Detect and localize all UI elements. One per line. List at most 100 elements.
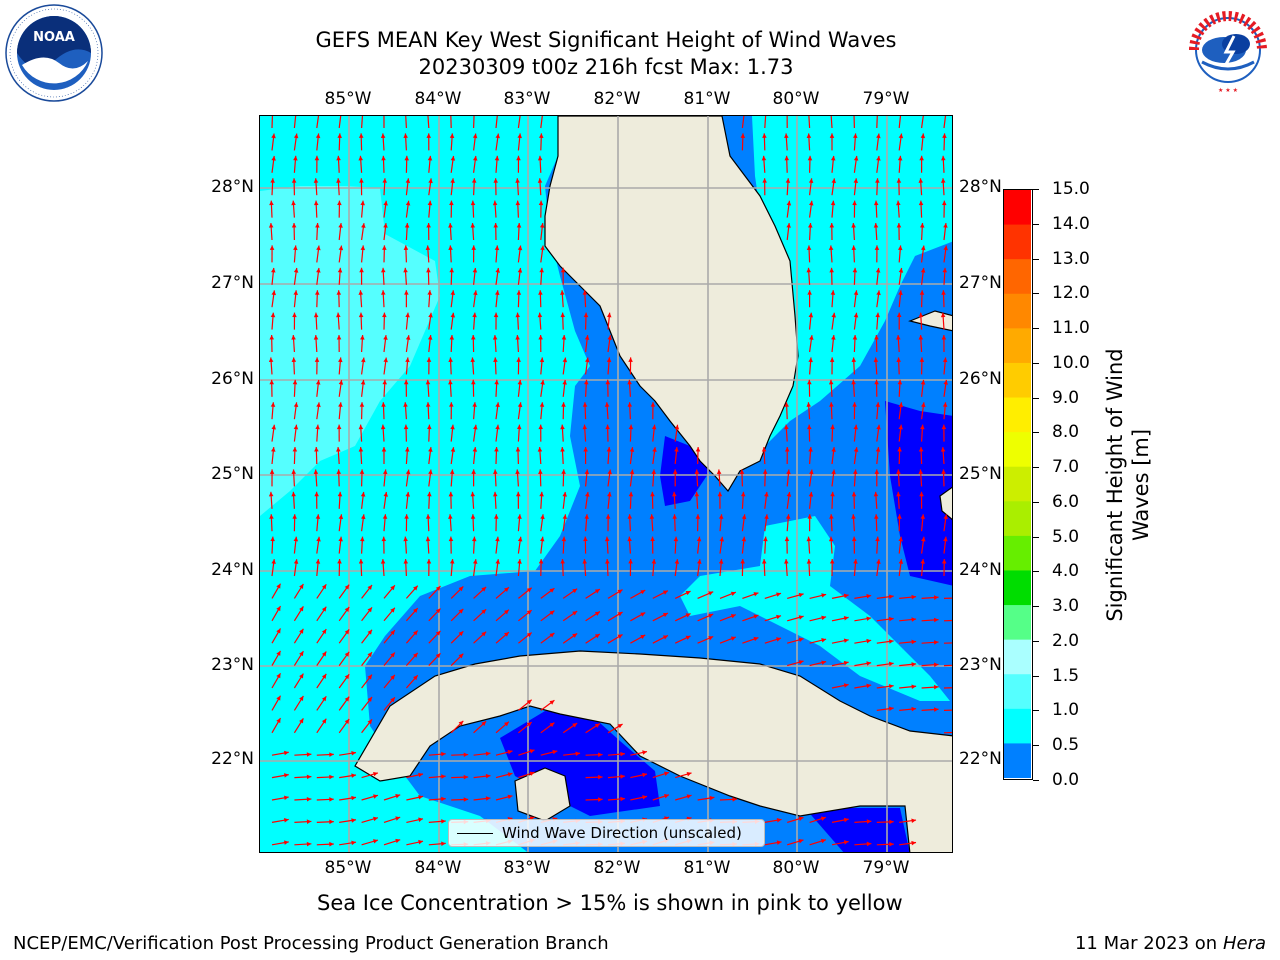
wave-direction-arrowhead <box>911 617 917 622</box>
wave-direction-arrowhead <box>851 536 857 542</box>
wave-direction-arrowhead <box>831 469 836 475</box>
wave-direction-arrowhead <box>662 613 668 618</box>
wave-direction-arrowhead <box>583 447 588 452</box>
wave-direction-arrowhead <box>360 200 365 206</box>
wave-direction-arrowhead <box>898 536 903 542</box>
wave-direction-arrowhead <box>674 559 680 564</box>
wave-direction-arrowhead <box>829 267 834 273</box>
wave-direction-arrowhead <box>843 660 849 666</box>
wave-direction-arrowhead <box>730 591 736 596</box>
wave-direction-arrowhead <box>472 447 478 452</box>
colorbar-tick-mark <box>1033 640 1039 642</box>
lat-tick-left: 26°N <box>211 369 254 389</box>
wave-direction-arrowhead <box>828 245 834 251</box>
wave-direction-arrowhead <box>933 640 939 645</box>
wave-direction-arrowhead <box>741 514 747 520</box>
wave-direction-arrowhead <box>403 559 409 564</box>
wave-direction-arrowhead <box>495 290 500 295</box>
wave-direction-arrowhead <box>291 469 297 474</box>
wave-direction-arrowhead <box>560 447 565 452</box>
colorbar-tick-label: 1.5 <box>1052 665 1080 686</box>
wave-direction-arrowhead <box>539 536 545 542</box>
wave-direction-arrowhead <box>627 379 632 385</box>
wave-direction-arrowhead <box>852 402 857 407</box>
wave-direction-arrowhead <box>853 559 858 564</box>
wave-direction-arrowhead <box>640 590 646 595</box>
wave-direction-arrow <box>943 642 952 644</box>
wave-direction-arrowhead <box>629 447 635 452</box>
colorbar-tick-mark <box>1033 710 1039 712</box>
wave-direction-arrow <box>427 116 430 129</box>
wave-direction-arrowhead <box>313 200 319 206</box>
wave-direction-arrowhead <box>292 379 298 385</box>
wave-direction-arrowhead <box>650 402 656 407</box>
wave-direction-arrowhead <box>853 155 859 161</box>
wave-direction-arrowhead <box>283 773 289 778</box>
wave-direction-arrowhead <box>381 155 386 161</box>
wave-direction-arrowhead <box>920 424 925 430</box>
wave-direction-arrowhead <box>798 839 804 844</box>
wave-direction-arrowhead <box>562 357 568 363</box>
legend-line-swatch <box>457 833 493 834</box>
wave-direction-arrowhead <box>425 379 431 385</box>
wave-direction-arrow <box>876 116 878 129</box>
wave-direction-arrowhead <box>873 491 879 497</box>
wave-direction-arrowhead <box>798 615 804 620</box>
wave-direction-arrowhead <box>776 592 782 597</box>
colorbar-label-line2: Waves [m] <box>1129 428 1153 542</box>
wave-direction-arrowhead <box>866 594 872 599</box>
wave-direction-arrowhead <box>470 200 476 206</box>
wave-direction-arrowhead <box>831 447 836 452</box>
colorbar-segment <box>1004 397 1031 433</box>
wave-direction-arrowhead <box>807 155 813 161</box>
wave-direction-arrowhead <box>403 245 409 250</box>
wave-direction-arrowhead <box>853 424 859 430</box>
wave-direction-arrowhead <box>560 290 565 295</box>
colorbar-tick-label: 9.0 <box>1052 387 1080 408</box>
wave-direction-arrowhead <box>718 514 724 519</box>
wave-direction-arrowhead <box>358 447 364 452</box>
wave-direction-arrowhead <box>695 514 701 519</box>
wave-direction-arrowhead <box>919 491 924 497</box>
lat-tick-right: 22°N <box>959 749 1002 769</box>
wave-direction-arrowhead <box>739 469 745 474</box>
wave-direction-arrow <box>450 116 452 129</box>
wave-direction-arrowhead <box>382 469 388 475</box>
wave-direction-arrowhead <box>876 133 881 139</box>
wave-direction-arrowhead <box>876 559 881 564</box>
wave-direction-arrowhead <box>515 447 521 452</box>
wave-direction-arrowhead <box>874 245 880 250</box>
lat-tick-left: 24°N <box>211 560 254 580</box>
wave-direction-arrowhead <box>843 616 849 621</box>
colorbar-segment <box>1004 328 1031 364</box>
wave-direction-arrowhead <box>685 613 691 618</box>
wave-direction-arrowhead <box>617 612 623 617</box>
wave-direction-arrowhead <box>373 771 378 777</box>
wave-direction-arrowhead <box>314 491 319 497</box>
wave-direction-arrowhead <box>898 559 904 564</box>
wave-direction-arrowhead <box>940 447 946 452</box>
wave-direction-arrowhead <box>448 357 453 362</box>
colorbar-tick-mark <box>1033 606 1039 608</box>
wave-direction-arrowhead <box>806 536 812 542</box>
colorbar-label-line1: Significant Height of Wind <box>1103 348 1127 622</box>
wave-direction-arrowhead <box>270 312 276 318</box>
wave-direction-arrowhead <box>732 797 737 802</box>
wave-direction-arrowhead <box>383 357 388 363</box>
lat-tick-right: 26°N <box>959 369 1002 389</box>
wave-direction-arrow <box>764 116 767 129</box>
wave-direction-arrowhead <box>504 609 509 615</box>
wave-direction-arrowhead <box>358 133 364 138</box>
wave-direction-arrowhead <box>627 514 633 519</box>
wave-direction-arrowhead <box>888 616 894 622</box>
wave-direction-arrowhead <box>271 155 276 161</box>
wave-direction-arrowhead <box>562 379 567 385</box>
wave-direction-arrowhead <box>740 559 745 564</box>
wave-direction-arrowhead <box>427 155 433 161</box>
wave-direction-arrowhead <box>911 818 917 823</box>
wave-direction-arrowhead <box>450 447 456 452</box>
wave-direction-arrowhead <box>628 559 633 564</box>
wave-direction-arrowhead <box>594 723 600 728</box>
wave-direction-arrowhead <box>515 312 521 318</box>
wave-direction-arrowhead <box>942 267 948 273</box>
